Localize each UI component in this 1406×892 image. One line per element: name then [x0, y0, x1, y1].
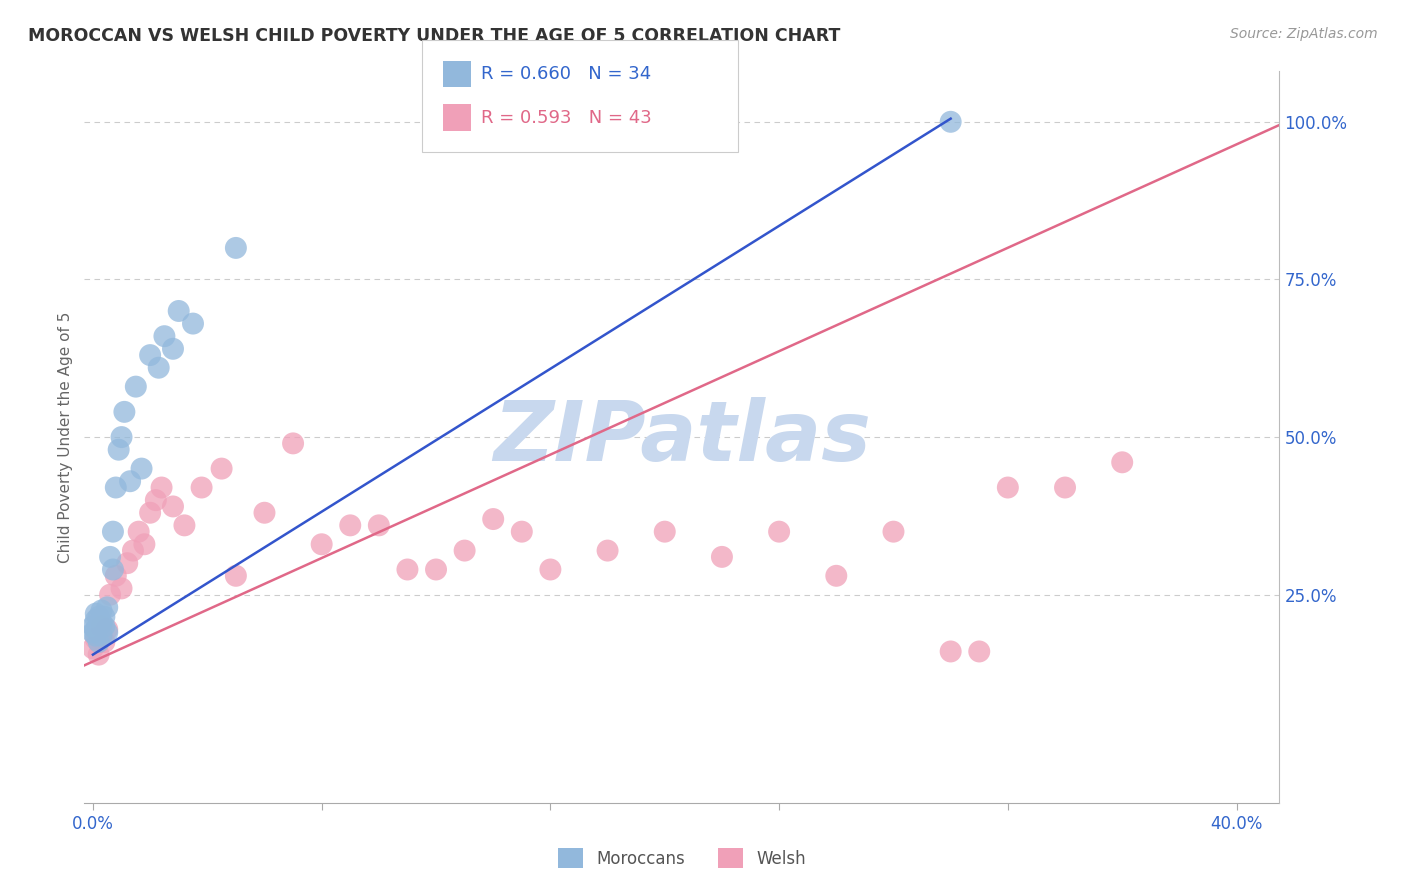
Point [167, 304, 190, 318]
Point [181, 317, 204, 331]
Text: MOROCCAN VS WELSH CHILD POVERTY UNDER THE AGE OF 5 CORRELATION CHART: MOROCCAN VS WELSH CHILD POVERTY UNDER TH… [28, 27, 841, 45]
Point [145, 493, 167, 508]
Point [281, 436, 304, 450]
Point [90, 629, 112, 643]
Point [939, 644, 962, 658]
Point [125, 379, 148, 393]
Point [104, 569, 127, 583]
Point [654, 524, 676, 539]
Point [128, 524, 150, 539]
Point [882, 524, 904, 539]
Point [396, 562, 419, 576]
Y-axis label: Child Poverty Under the Age of 5: Child Poverty Under the Age of 5 [58, 311, 73, 563]
Point [225, 241, 247, 255]
Point [84, 629, 107, 643]
Point [825, 569, 848, 583]
Point [453, 543, 475, 558]
Point [482, 512, 505, 526]
Point [90, 603, 112, 617]
Point [162, 342, 184, 356]
Point [596, 543, 619, 558]
Text: ZIPatlas: ZIPatlas [494, 397, 870, 477]
Point [98, 588, 121, 602]
Point [87, 648, 110, 662]
Point [101, 524, 124, 539]
Point [425, 562, 447, 576]
Point [93, 619, 115, 633]
Point [150, 481, 173, 495]
Point [90, 619, 112, 633]
Point [101, 562, 124, 576]
Point [153, 329, 176, 343]
Point [87, 609, 110, 624]
Point [110, 430, 132, 444]
Point [120, 474, 142, 488]
Point [93, 609, 115, 624]
Point [190, 481, 212, 495]
Point [967, 644, 990, 658]
Point [367, 518, 389, 533]
Legend: Moroccans, Welsh: Moroccans, Welsh [551, 841, 813, 875]
Point [997, 481, 1019, 495]
Point [84, 613, 107, 627]
Point [134, 537, 156, 551]
Text: Source: ZipAtlas.com: Source: ZipAtlas.com [1230, 27, 1378, 41]
Point [90, 616, 112, 631]
Text: R = 0.593   N = 43: R = 0.593 N = 43 [481, 109, 651, 127]
Point [93, 635, 115, 649]
Point [82, 625, 104, 640]
Point [939, 115, 962, 129]
Point [122, 543, 145, 558]
Point [112, 405, 135, 419]
Point [510, 524, 533, 539]
Point [98, 549, 121, 564]
Point [139, 506, 162, 520]
Point [173, 518, 195, 533]
Point [225, 569, 247, 583]
Point [311, 537, 333, 551]
Point [87, 635, 110, 649]
Point [104, 481, 127, 495]
Point [107, 442, 129, 457]
Point [139, 348, 162, 362]
Point [768, 524, 790, 539]
Text: R = 0.660   N = 34: R = 0.660 N = 34 [481, 65, 651, 83]
Point [538, 562, 561, 576]
Point [82, 619, 104, 633]
Point [82, 641, 104, 656]
Point [1053, 481, 1076, 495]
Point [87, 619, 110, 633]
Point [117, 556, 139, 570]
Point [131, 461, 153, 475]
Point [253, 506, 276, 520]
Point [84, 623, 107, 637]
Point [1111, 455, 1133, 469]
Point [339, 518, 361, 533]
Point [96, 625, 118, 640]
Point [110, 582, 132, 596]
Point [148, 360, 170, 375]
Point [162, 500, 184, 514]
Point [96, 600, 118, 615]
Point [84, 607, 107, 621]
Point [96, 623, 118, 637]
Point [84, 632, 107, 646]
Point [211, 461, 233, 475]
Point [710, 549, 733, 564]
